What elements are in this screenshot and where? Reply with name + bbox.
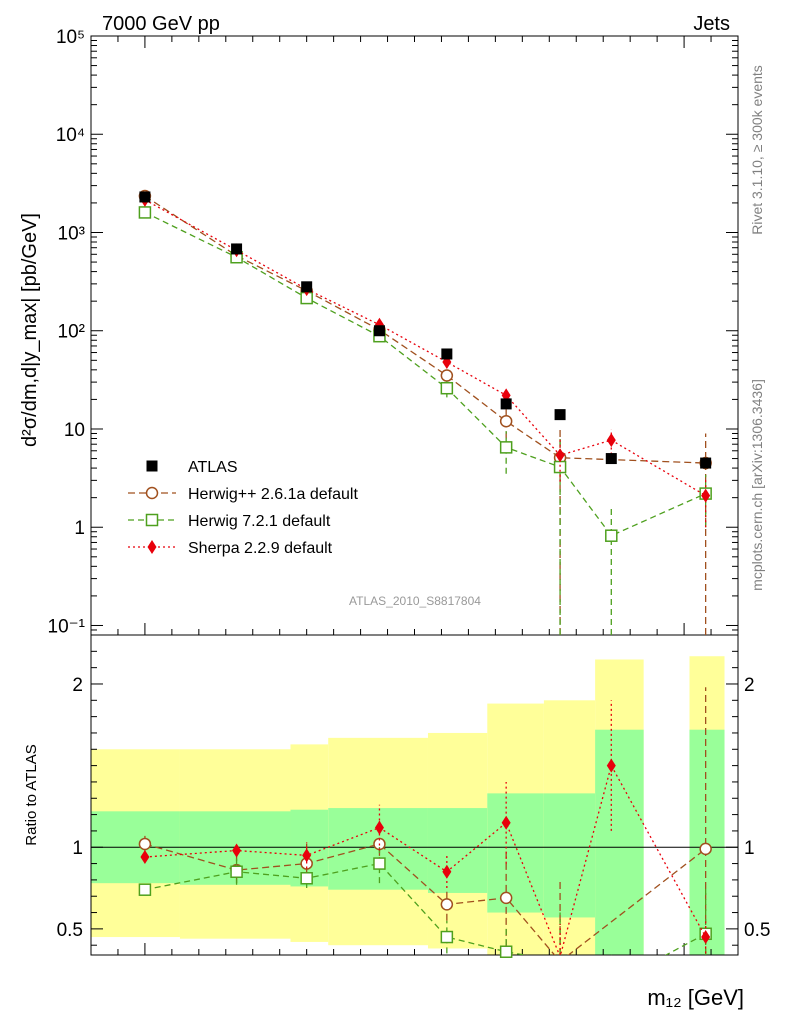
ratio-tick-label-right: 1: [744, 838, 755, 859]
legend-marker: [147, 540, 157, 554]
ratio-series-line: [144, 843, 707, 955]
y-tick-label: 10²: [58, 322, 85, 343]
y-axis-label: d²σ/dm,d|y_max| [pb/GeV]: [19, 213, 41, 447]
legend-label: ATLAS: [188, 459, 238, 476]
main-data: [138, 189, 712, 635]
legend-marker: [145, 513, 159, 527]
side-label-top: Rivet 3.1.10, ≥ 300k events: [749, 65, 765, 235]
data-point: [555, 448, 565, 463]
header-left: 7000 GeV pp: [102, 13, 220, 35]
legend-label: Herwig++ 2.6.1a default: [188, 486, 358, 503]
legend-entry: Herwig 7.2.1 default: [128, 513, 331, 530]
ratio-tick-label-left: 1: [72, 838, 83, 859]
atlas-point: [139, 191, 151, 203]
series-3: [140, 192, 711, 528]
ratio-point: [232, 843, 242, 858]
ratio-point: [302, 848, 312, 863]
legend: ATLAS Herwig++ 2.6.1a default Herwig 7.2.1…: [128, 459, 358, 557]
series-line: [144, 199, 706, 497]
legend-entry: Herwig++ 2.6.1a default: [128, 486, 358, 503]
ratio-point: [138, 837, 152, 851]
ratio-point: [501, 815, 511, 830]
ratio-band-inner: [487, 793, 544, 913]
data-point: [605, 529, 618, 542]
main-frame: 10⁻¹ 1 10 10² 10³ 10⁴ 10⁵: [48, 27, 739, 637]
atlas-point: [373, 325, 385, 337]
series-1: [138, 189, 712, 635]
data-point: [440, 369, 454, 382]
ratio-point: [701, 930, 711, 945]
y-tick-label: 1: [74, 518, 85, 539]
legend-marker: [146, 460, 158, 472]
data-point: [499, 441, 513, 454]
legend-label: Herwig 7.2.1 default: [188, 513, 331, 530]
ratio-point: [373, 857, 386, 870]
data-point: [701, 488, 711, 503]
legend-entry: ATLAS: [146, 459, 238, 476]
ratio-tick-label-right: 2: [744, 675, 755, 696]
ratio-band-inner: [427, 808, 488, 893]
data-point: [138, 206, 152, 219]
atlas-point: [441, 348, 453, 360]
atlas-point: [301, 281, 313, 293]
legend-entry: Sherpa 2.2.9 default: [128, 540, 333, 557]
ratio-point: [440, 930, 454, 944]
ratio-point: [230, 865, 243, 878]
ratio-point: [374, 820, 384, 835]
series-2: [138, 206, 712, 635]
atlas-point: [554, 409, 566, 421]
ratio-point: [499, 891, 513, 905]
ratio-data: [138, 687, 712, 958]
y-tick-label: 10⁵: [56, 27, 85, 48]
side-label-bottom: mcplots.cern.ch [arXiv:1306.3436]: [749, 379, 765, 591]
y-tick-label: 10³: [58, 223, 85, 244]
analysis-label: ATLAS_2010_S8817804: [349, 594, 481, 608]
ratio-tick-label-right: 0.5: [744, 920, 770, 941]
ratio-point: [140, 850, 150, 865]
x-axis-label: m₁₂ [GeV]: [647, 985, 744, 1010]
atlas-point: [605, 453, 617, 465]
ratio-band-inner: [595, 729, 644, 955]
data-point: [440, 381, 454, 395]
ratio-tick-label-left: 0.5: [57, 920, 83, 941]
atlas-point: [700, 457, 712, 469]
ratio-point: [442, 864, 452, 879]
ratio-bands: [91, 656, 725, 955]
legend-marker: [145, 486, 159, 500]
header-right: Jets: [693, 13, 730, 35]
ratio-band-inner: [689, 729, 725, 955]
atlas-point: [500, 398, 512, 410]
y-tick-label: 10: [64, 420, 85, 441]
ratio-tick-label-left: 2: [72, 675, 83, 696]
series-atlas: [139, 191, 712, 469]
y-tick-label: 10⁻¹: [48, 616, 86, 637]
ratio-point: [699, 842, 712, 856]
data-point: [499, 414, 513, 428]
ratio-series-3: [140, 700, 711, 955]
ratio-point: [499, 945, 513, 958]
ratio-point: [440, 898, 454, 911]
ratio-point: [606, 758, 616, 773]
ratio-point: [138, 883, 152, 896]
series-line: [144, 195, 706, 464]
atlas-point: [231, 243, 243, 255]
data-point: [606, 433, 616, 448]
y-tick-label: 10⁴: [56, 125, 85, 146]
ratio-frame: 0.5 0.5 1 1 2 2: [57, 634, 770, 956]
legend-label: Sherpa 2.2.9 default: [188, 540, 333, 557]
ratio-series-1: [138, 687, 712, 955]
ratio-point: [300, 872, 313, 885]
ratio-y-axis-label: Ratio to ATLAS: [23, 744, 40, 845]
